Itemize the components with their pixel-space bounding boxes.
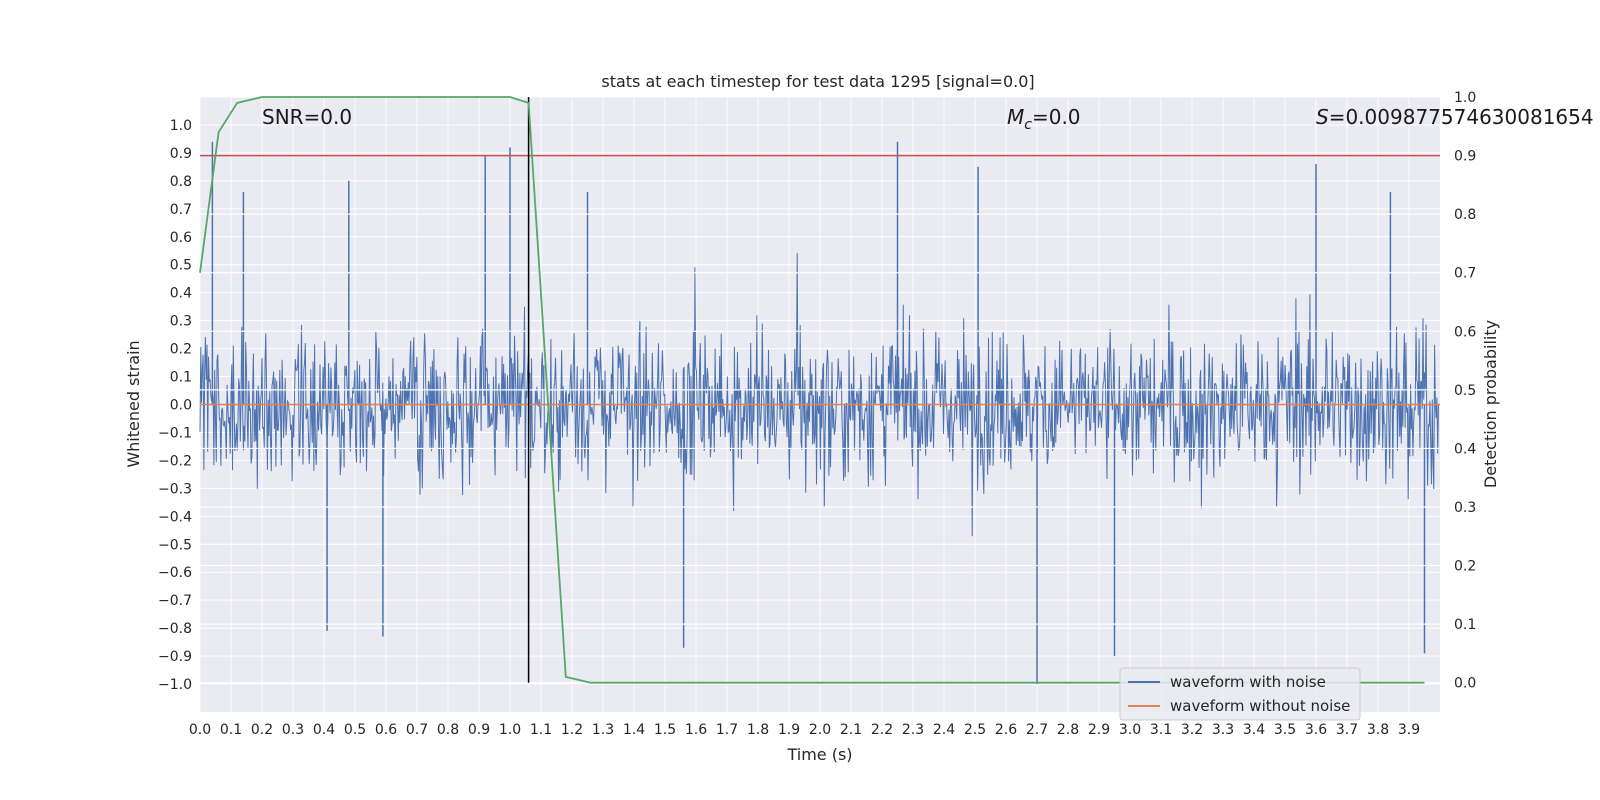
x-tick-label: 3.4 <box>1243 722 1265 738</box>
y2-tick-label: 0.0 <box>1454 676 1476 692</box>
y-tick-label: 0.2 <box>170 342 192 358</box>
y2-tick-label: 0.4 <box>1454 441 1476 457</box>
y2-tick-label: 0.3 <box>1454 500 1476 516</box>
y2-tick-label: 0.8 <box>1454 207 1476 223</box>
y-tick-label: −0.5 <box>158 537 192 553</box>
x-tick-label: 2.5 <box>964 722 986 738</box>
x-tick-label: 2.0 <box>809 722 831 738</box>
y-tick-label: −0.3 <box>158 481 192 497</box>
y-tick-label: 0.3 <box>170 314 192 330</box>
legend-label-noise: waveform with noise <box>1170 673 1326 691</box>
x-tick-label: 3.8 <box>1367 722 1389 738</box>
s-annotation: S=0.009877574630081654 <box>1316 105 1594 129</box>
s-symbol: S <box>1316 105 1329 129</box>
chart-title: stats at each timestep for test data 129… <box>601 72 1034 91</box>
x-tick-label: 3.6 <box>1305 722 1327 738</box>
x-tick-label: 0.4 <box>313 722 335 738</box>
y2-axis-label: Detection probability <box>1481 320 1500 488</box>
legend-box <box>1119 667 1361 721</box>
y2-tick-label: 0.5 <box>1454 383 1476 399</box>
y-tick-label: −0.4 <box>158 509 192 525</box>
y-tick-label: −0.7 <box>158 593 192 609</box>
legend-label-clean: waveform without noise <box>1170 697 1350 715</box>
y-axis-label: Whitened strain <box>124 340 143 467</box>
x-tick-label: 0.7 <box>406 722 428 738</box>
x-tick-label: 1.7 <box>716 722 738 738</box>
x-tick-label: 1.0 <box>499 722 521 738</box>
x-tick-label: 0.5 <box>344 722 366 738</box>
detection-probability-line <box>199 96 1425 684</box>
x-tick-label: 0.8 <box>437 722 459 738</box>
x-tick-label: 2.9 <box>1088 722 1110 738</box>
y-tick-label: −0.2 <box>158 453 192 469</box>
y2-tick-label: 1.0 <box>1454 90 1476 106</box>
chirp-mass-value: =0.0 <box>1032 105 1081 129</box>
x-tick-label: 0.0 <box>189 722 211 738</box>
legend: waveform with noise waveform without noi… <box>1119 667 1361 721</box>
y-tick-label: 0.7 <box>170 202 192 218</box>
y-tick-label: 0.5 <box>170 258 192 274</box>
x-tick-label: 2.2 <box>871 722 893 738</box>
x-tick-label: 3.7 <box>1336 722 1358 738</box>
y-tick-label: 0.0 <box>170 398 192 414</box>
x-axis-label: Time (s) <box>786 745 852 764</box>
chirp-mass-subscript: c <box>1024 117 1032 133</box>
x-tick-label: 3.0 <box>1119 722 1141 738</box>
y2-tick-label: 0.9 <box>1454 149 1476 165</box>
y-tick-label: 0.8 <box>170 174 192 190</box>
x-tick-label: 1.9 <box>778 722 800 738</box>
s-value: =0.009877574630081654 <box>1329 105 1594 129</box>
x-tick-label: 1.4 <box>623 722 645 738</box>
y2-axis-ticks: 1.0 0.9 0.8 0.7 0.6 0.5 0.4 0.3 0.2 0.1 0.0 <box>1454 90 1476 692</box>
x-tick-label: 3.2 <box>1181 722 1203 738</box>
x-tick-label: 3.9 <box>1398 722 1420 738</box>
chirp-mass-annotation: Mc=0.0 <box>1007 105 1081 133</box>
y-tick-label: 1.0 <box>170 118 192 134</box>
y-tick-label: −0.9 <box>158 649 192 665</box>
y-tick-label: 0.4 <box>170 286 192 302</box>
chirp-mass-symbol: M <box>1007 105 1024 129</box>
y-tick-label: −0.6 <box>158 565 192 581</box>
x-tick-label: 1.8 <box>747 722 769 738</box>
x-tick-label: 0.1 <box>220 722 242 738</box>
x-tick-label: 2.6 <box>995 722 1017 738</box>
y2-tick-label: 0.1 <box>1454 617 1476 633</box>
x-tick-label: 0.3 <box>282 722 304 738</box>
x-tick-label: 1.1 <box>530 722 552 738</box>
x-tick-label: 1.2 <box>561 722 583 738</box>
x-tick-label: 1.5 <box>654 722 676 738</box>
y-tick-label: 0.9 <box>170 146 192 162</box>
x-axis-ticks: 0.0 0.1 0.2 0.3 0.4 0.5 0.6 0.7 0.8 0.9 1.0 1.1 1.2 1… <box>189 722 1420 738</box>
x-tick-label: 2.4 <box>933 722 955 738</box>
y2-tick-label: 0.6 <box>1454 324 1476 340</box>
x-tick-label: 3.5 <box>1274 722 1296 738</box>
x-tick-label: 0.2 <box>251 722 273 738</box>
x-tick-label: 2.3 <box>902 722 924 738</box>
y-tick-label: 0.1 <box>170 370 192 386</box>
y-tick-label: −0.8 <box>158 621 192 637</box>
x-tick-label: 0.9 <box>468 722 490 738</box>
x-tick-label: 2.8 <box>1057 722 1079 738</box>
x-tick-label: 1.6 <box>685 722 707 738</box>
x-tick-label: 0.6 <box>375 722 397 738</box>
y-axis-ticks: 1.0 0.9 0.8 0.7 0.6 0.5 0.4 0.3 0.2 0.1 0.0 −0.1 −0.… <box>158 118 192 693</box>
y-tick-label: −1.0 <box>158 677 192 693</box>
x-tick-label: 2.7 <box>1026 722 1048 738</box>
y2-tick-label: 0.2 <box>1454 559 1476 575</box>
x-tick-label: 3.3 <box>1212 722 1234 738</box>
x-tick-label: 3.1 <box>1150 722 1172 738</box>
x-tick-label: 1.3 <box>592 722 614 738</box>
snr-annotation: SNR=0.0 <box>262 105 352 129</box>
y-tick-label: 0.6 <box>170 230 192 246</box>
y2-tick-label: 0.7 <box>1454 266 1476 282</box>
x-tick-label: 2.1 <box>840 722 862 738</box>
y-tick-label: −0.1 <box>158 425 192 441</box>
